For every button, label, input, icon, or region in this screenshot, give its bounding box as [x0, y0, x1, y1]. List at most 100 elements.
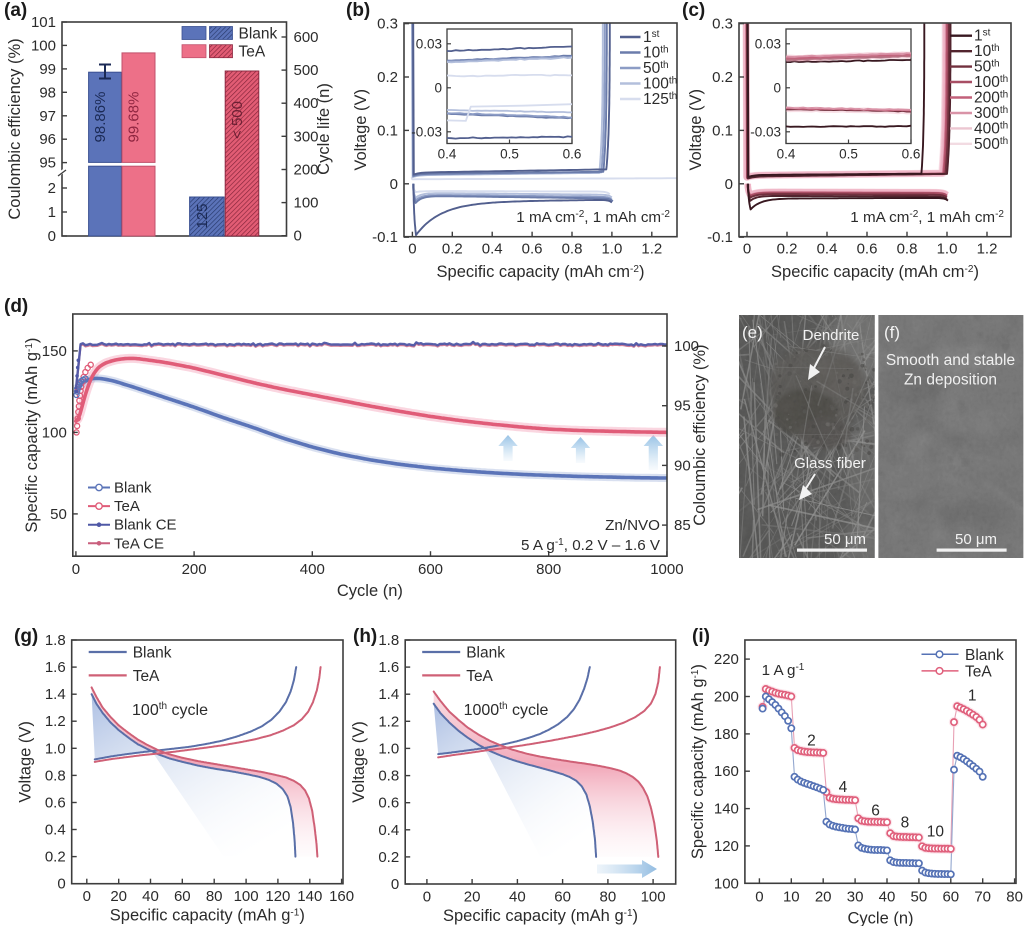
- svg-text:2: 2: [48, 180, 56, 197]
- svg-text:Voltage (V): Voltage (V): [350, 721, 368, 803]
- svg-text:(d): (d): [4, 296, 28, 317]
- svg-text:(e): (e): [742, 323, 763, 342]
- svg-text:220: 220: [714, 651, 739, 668]
- svg-text:0.5: 0.5: [500, 147, 519, 162]
- svg-text:0: 0: [391, 876, 399, 893]
- svg-text:1.6: 1.6: [45, 659, 66, 676]
- svg-text:20: 20: [464, 889, 481, 906]
- svg-text:800: 800: [536, 561, 561, 578]
- svg-text:< 500: < 500: [229, 101, 246, 139]
- svg-text:1st: 1st: [974, 28, 991, 45]
- svg-text:-0.1: -0.1: [372, 229, 398, 246]
- svg-text:80: 80: [1006, 888, 1023, 905]
- svg-text:TeA: TeA: [133, 668, 160, 685]
- svg-text:125th: 125th: [643, 91, 677, 108]
- svg-text:0: 0: [725, 176, 733, 193]
- svg-text:TeA CE: TeA CE: [114, 535, 164, 552]
- svg-text:200: 200: [714, 689, 739, 706]
- svg-text:0.2: 0.2: [45, 849, 66, 866]
- svg-text:20: 20: [815, 888, 832, 905]
- svg-text:0.2: 0.2: [377, 69, 398, 86]
- svg-text:300th: 300th: [974, 105, 1008, 122]
- svg-text:1 mA cm-2, 1 mAh cm-2: 1 mA cm-2, 1 mAh cm-2: [850, 209, 1004, 226]
- svg-text:50 μm: 50 μm: [824, 531, 866, 548]
- svg-text:0.4: 0.4: [482, 241, 503, 258]
- svg-text:6: 6: [871, 803, 880, 820]
- svg-text:98.86%: 98.86%: [92, 92, 109, 143]
- svg-text:100: 100: [42, 424, 67, 441]
- svg-text:600: 600: [294, 29, 319, 46]
- svg-text:60: 60: [554, 889, 571, 906]
- svg-text:100: 100: [674, 338, 699, 355]
- svg-text:30: 30: [847, 888, 864, 905]
- svg-text:1.2: 1.2: [977, 241, 998, 258]
- svg-text:200: 200: [294, 162, 319, 179]
- svg-text:(f): (f): [884, 323, 900, 342]
- svg-text:0: 0: [408, 241, 416, 258]
- svg-text:1000th cycle: 1000th cycle: [464, 701, 549, 719]
- svg-text:100: 100: [714, 875, 739, 892]
- svg-text:0.4: 0.4: [817, 241, 838, 258]
- svg-text:0.8: 0.8: [378, 768, 399, 785]
- svg-text:Zn deposition: Zn deposition: [904, 372, 997, 389]
- svg-text:1.2: 1.2: [641, 241, 662, 258]
- svg-text:0: 0: [294, 228, 302, 245]
- svg-text:-0.1: -0.1: [707, 229, 733, 246]
- svg-text:98: 98: [39, 84, 56, 101]
- svg-text:40: 40: [509, 889, 526, 906]
- svg-text:100th cycle: 100th cycle: [132, 701, 208, 719]
- svg-text:40: 40: [879, 888, 896, 905]
- svg-text:200: 200: [182, 561, 207, 578]
- svg-text:80: 80: [206, 888, 223, 905]
- svg-text:1 mA cm-2, 1 mAh cm-2: 1 mA cm-2, 1 mAh cm-2: [516, 209, 670, 226]
- svg-text:TeA: TeA: [114, 498, 140, 515]
- svg-text:300: 300: [294, 128, 319, 145]
- svg-text:99: 99: [39, 61, 56, 78]
- svg-text:2: 2: [807, 733, 816, 750]
- svg-text:0.2: 0.2: [712, 69, 733, 86]
- svg-text:Blank: Blank: [965, 647, 1004, 664]
- svg-text:0: 0: [773, 80, 781, 95]
- svg-text:(b): (b): [346, 0, 370, 21]
- svg-text:0.3: 0.3: [377, 16, 398, 33]
- svg-text:101: 101: [31, 14, 56, 31]
- svg-text:Voltage (V): Voltage (V): [17, 721, 35, 803]
- svg-text:1.4: 1.4: [45, 686, 66, 703]
- svg-text:1.8: 1.8: [45, 632, 66, 649]
- svg-text:Dendrite: Dendrite: [803, 327, 860, 344]
- svg-text:Cycle (n): Cycle (n): [337, 582, 403, 600]
- svg-text:1.0: 1.0: [937, 241, 958, 258]
- svg-text:Blank: Blank: [114, 480, 152, 497]
- svg-text:0: 0: [423, 889, 431, 906]
- svg-text:180: 180: [714, 726, 739, 743]
- svg-text:(i): (i): [692, 626, 710, 647]
- svg-text:Voltage (V): Voltage (V): [352, 89, 370, 171]
- svg-text:0: 0: [57, 876, 65, 893]
- svg-text:120: 120: [714, 838, 739, 855]
- svg-text:1.0: 1.0: [45, 740, 66, 757]
- svg-text:Zn/NVO: Zn/NVO: [605, 517, 660, 534]
- svg-text:0.3: 0.3: [712, 16, 733, 33]
- svg-text:200th: 200th: [974, 90, 1008, 107]
- svg-text:0: 0: [48, 228, 56, 245]
- svg-text:0.4: 0.4: [777, 147, 796, 162]
- svg-text:0.4: 0.4: [438, 147, 457, 162]
- svg-text:0.1: 0.1: [377, 122, 398, 139]
- svg-text:1.0: 1.0: [601, 241, 622, 258]
- svg-text:50th: 50th: [643, 60, 669, 77]
- svg-text:-0.03: -0.03: [750, 124, 781, 139]
- svg-text:20: 20: [110, 888, 127, 905]
- svg-text:160: 160: [714, 763, 739, 780]
- svg-text:0: 0: [83, 888, 91, 905]
- svg-text:140: 140: [714, 801, 739, 818]
- svg-text:Blank: Blank: [466, 645, 505, 662]
- svg-text:1.4: 1.4: [378, 686, 399, 703]
- svg-text:1.6: 1.6: [378, 659, 399, 676]
- svg-text:0: 0: [743, 241, 751, 258]
- svg-text:1 A g-1: 1 A g-1: [762, 662, 805, 679]
- svg-text:150: 150: [42, 343, 67, 360]
- svg-text:125: 125: [194, 203, 211, 228]
- svg-text:8: 8: [901, 814, 910, 831]
- svg-text:Specific capacity (mAh cm-2): Specific capacity (mAh cm-2): [437, 263, 645, 281]
- svg-text:Smooth and stable: Smooth and stable: [886, 352, 1015, 369]
